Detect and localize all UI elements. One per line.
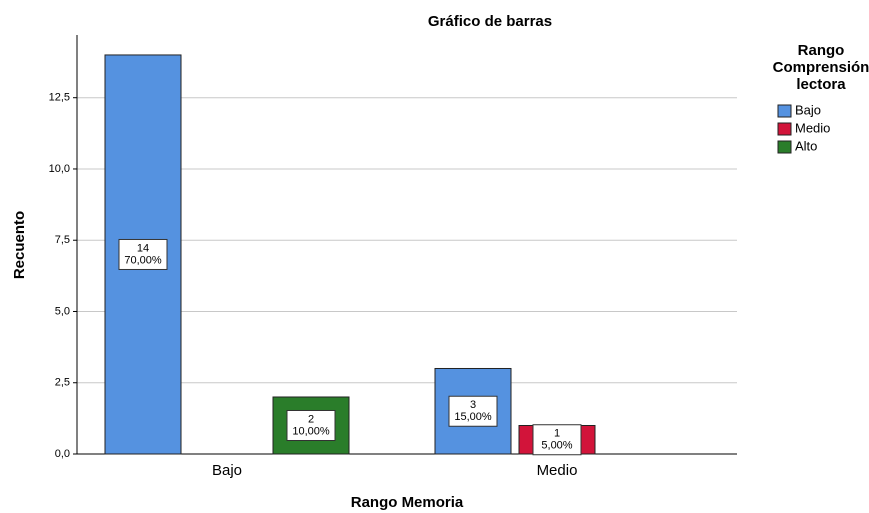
data-label: 2 (308, 413, 314, 425)
data-label-box (286, 409, 336, 441)
data-label: 14 (137, 242, 149, 254)
data-label-box (532, 424, 582, 456)
data-label: 10,00% (292, 425, 330, 437)
data-label-box (118, 238, 168, 270)
legend-title: lectora (796, 76, 846, 93)
y-tick-label: 12,5 (49, 92, 70, 104)
y-tick-label: 0,0 (55, 448, 70, 460)
data-label-box (448, 395, 498, 427)
legend-title: Comprensión (773, 59, 869, 76)
y-tick-label: 10,0 (49, 163, 70, 175)
y-tick-label: 7,5 (55, 234, 70, 246)
legend-swatch (777, 104, 792, 118)
y-axis-label: Recuento (11, 211, 28, 279)
x-tick-label: Medio (537, 462, 578, 479)
data-label: 70,00% (124, 254, 162, 266)
data-label: 5,00% (541, 440, 572, 452)
legend-swatch (777, 140, 792, 154)
legend-label: Alto (795, 138, 817, 153)
legend-label: Bajo (795, 102, 821, 117)
data-label: 3 (470, 399, 476, 411)
y-tick-label: 2,5 (55, 377, 70, 389)
x-axis-label: Rango Memoria (351, 494, 464, 511)
data-label: 15,00% (454, 411, 492, 423)
y-tick-label: 5,0 (55, 305, 70, 317)
legend-label: Medio (795, 120, 830, 135)
x-tick-label: Bajo (212, 462, 242, 479)
data-label: 1 (554, 428, 560, 440)
chart-title: Gráfico de barras (428, 13, 552, 30)
legend-title: Rango (798, 42, 845, 59)
legend-swatch (777, 122, 792, 136)
